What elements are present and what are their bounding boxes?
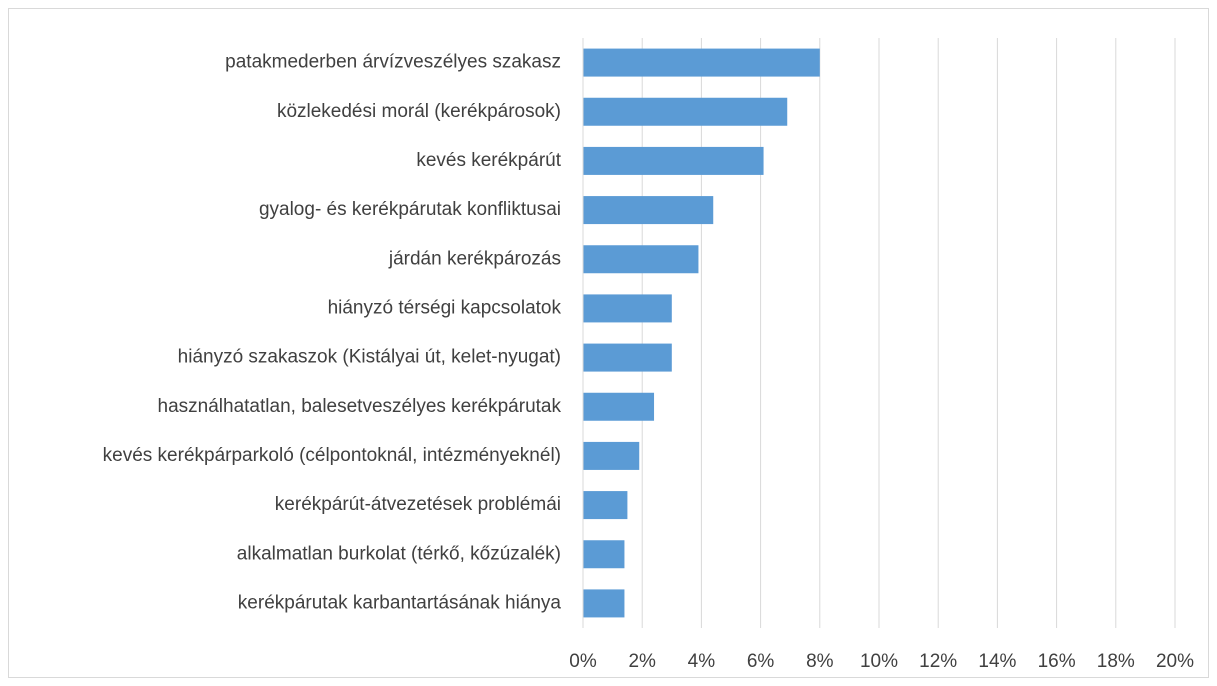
x-tick-label: 8% bbox=[806, 651, 834, 672]
y-tick-label: közlekedési morál (kerékpárosok) bbox=[277, 101, 561, 122]
y-tick-label: kerékpárutak karbantartásának hiánya bbox=[238, 592, 562, 613]
chart-border bbox=[8, 8, 1209, 678]
y-tick-label: kevés kerékpárparkoló (célpontoknál, int… bbox=[103, 445, 561, 466]
y-tick-label: hiányzó szakaszok (Kistályai út, kelet-n… bbox=[178, 347, 561, 368]
y-tick-label: gyalog- és kerékpárutak konfliktusai bbox=[259, 199, 561, 220]
bar bbox=[583, 294, 672, 323]
bar bbox=[583, 97, 788, 126]
x-tick-label: 20% bbox=[1156, 651, 1194, 672]
bar bbox=[583, 392, 655, 421]
x-tick-label: 16% bbox=[1038, 651, 1076, 672]
bar bbox=[583, 245, 699, 274]
bar bbox=[583, 540, 625, 569]
y-tick-label: kevés kerékpárút bbox=[416, 150, 561, 171]
x-tick-label: 4% bbox=[688, 651, 716, 672]
bar bbox=[583, 343, 672, 372]
y-tick-label: kerékpárút-átvezetések problémái bbox=[275, 494, 561, 515]
y-tick-label: járdán kerékpározás bbox=[388, 248, 561, 269]
y-tick-label: patakmederben árvízveszélyes szakasz bbox=[225, 52, 561, 73]
x-tick-label: 2% bbox=[628, 651, 656, 672]
x-tick-label: 14% bbox=[978, 651, 1016, 672]
bar bbox=[583, 491, 628, 520]
x-tick-label: 18% bbox=[1097, 651, 1135, 672]
y-tick-label: használhatatlan, balesetveszélyes kerékp… bbox=[158, 396, 562, 417]
y-tick-label: hiányzó térségi kapcsolatok bbox=[328, 297, 562, 318]
x-tick-label: 12% bbox=[919, 651, 957, 672]
y-tick-label: alkalmatlan burkolat (térkő, kőzúzalék) bbox=[237, 543, 561, 564]
bar bbox=[583, 441, 640, 470]
bar bbox=[583, 589, 625, 618]
bar bbox=[583, 48, 820, 77]
x-tick-label: 6% bbox=[747, 651, 775, 672]
x-tick-label: 0% bbox=[569, 651, 597, 672]
bar bbox=[583, 146, 764, 175]
x-tick-label: 10% bbox=[860, 651, 898, 672]
bar bbox=[583, 196, 714, 225]
